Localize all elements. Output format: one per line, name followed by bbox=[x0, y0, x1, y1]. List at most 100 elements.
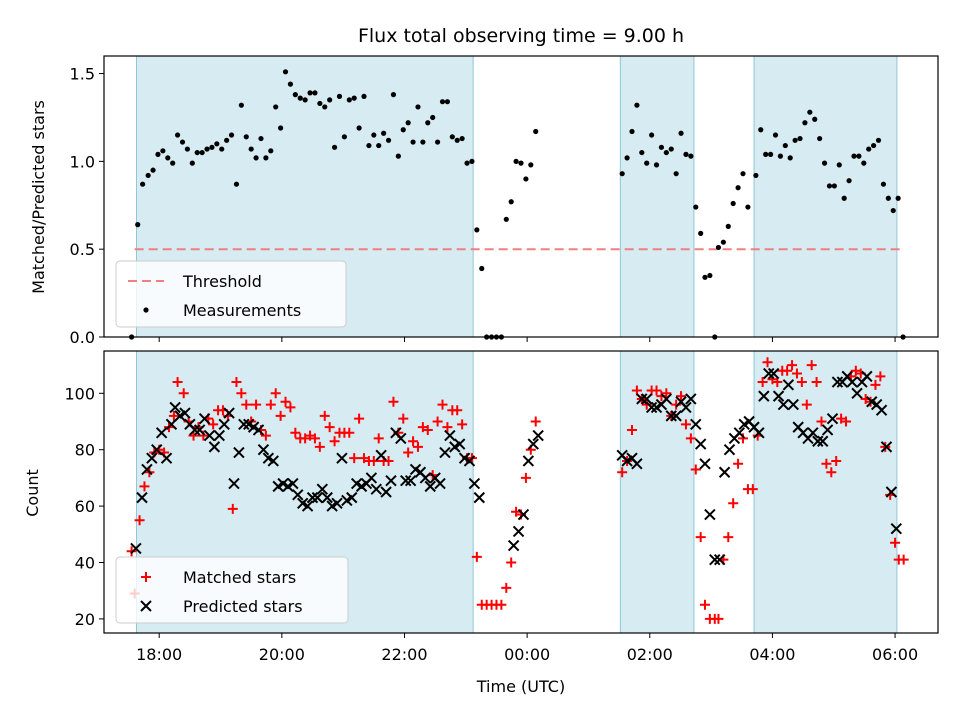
measurement-point bbox=[866, 146, 872, 152]
predicted-point bbox=[851, 387, 863, 400]
measurement-point bbox=[430, 114, 436, 121]
measurement-point bbox=[361, 93, 367, 99]
matched-point bbox=[496, 599, 507, 610]
predicted-point bbox=[733, 427, 746, 439]
measurement-point bbox=[841, 195, 847, 201]
predicted-point bbox=[826, 412, 839, 425]
measurement-point bbox=[155, 151, 161, 157]
predicted-point bbox=[468, 477, 481, 490]
matched-point bbox=[772, 377, 783, 388]
matched-point bbox=[285, 402, 296, 413]
matched-point bbox=[826, 467, 837, 478]
measurement-point bbox=[464, 160, 470, 166]
measurement-point bbox=[735, 185, 741, 191]
matched-point bbox=[452, 405, 463, 416]
measurement-point bbox=[807, 109, 813, 115]
measurement-point bbox=[683, 151, 689, 157]
matched-point bbox=[231, 377, 242, 388]
predicted-point bbox=[641, 393, 653, 405]
predicted-point bbox=[758, 390, 770, 402]
matched-point bbox=[208, 419, 219, 430]
predicted-point bbox=[146, 452, 158, 464]
measurement-point bbox=[238, 102, 244, 108]
x-tick-label: 00:00 bbox=[504, 645, 550, 664]
matched-point bbox=[890, 537, 901, 548]
measurement-point bbox=[836, 162, 842, 168]
predicted-point bbox=[699, 458, 711, 470]
measurement-point bbox=[258, 135, 264, 142]
matched-point bbox=[747, 484, 758, 495]
predicted-point bbox=[532, 429, 544, 442]
measurement-point bbox=[268, 148, 274, 154]
predicted-point bbox=[817, 435, 829, 447]
predicted-point bbox=[203, 429, 216, 442]
measurement-point bbox=[782, 142, 788, 149]
top-axes-frame bbox=[103, 55, 939, 338]
legend-label: Matched stars bbox=[183, 568, 296, 587]
measurement-point bbox=[228, 132, 235, 138]
predicted-point bbox=[880, 441, 893, 453]
predicted-point bbox=[772, 390, 785, 402]
measurement-point bbox=[479, 265, 485, 272]
matched-point bbox=[690, 464, 701, 475]
matched-point bbox=[373, 433, 384, 444]
measurement-point bbox=[698, 230, 704, 236]
predicted-point bbox=[306, 491, 319, 504]
measurement-point bbox=[725, 223, 731, 229]
measurement-point bbox=[194, 149, 200, 156]
predicted-point bbox=[218, 418, 230, 431]
measurement-point bbox=[248, 146, 254, 152]
predicted-point bbox=[151, 443, 163, 456]
measurement-point bbox=[895, 195, 901, 201]
measurement-point bbox=[366, 142, 372, 149]
matched-point bbox=[236, 388, 247, 399]
matched-point bbox=[432, 416, 443, 427]
legend-label: Threshold bbox=[182, 272, 262, 291]
measurement-point bbox=[821, 160, 828, 166]
predicted-point bbox=[875, 404, 888, 416]
measurement-point bbox=[629, 128, 635, 135]
predicted-point bbox=[787, 398, 799, 411]
measurement-point bbox=[199, 149, 205, 156]
measurement-point bbox=[204, 146, 210, 152]
measurement-point bbox=[302, 97, 308, 103]
predicted-point bbox=[233, 446, 245, 459]
measurement-point bbox=[341, 134, 347, 140]
measurement-point bbox=[772, 132, 779, 138]
measurement-point bbox=[653, 162, 660, 168]
measurement-point bbox=[327, 97, 333, 103]
measurement-point bbox=[371, 132, 377, 138]
predicted-point bbox=[812, 435, 824, 447]
measurement-point bbox=[885, 195, 891, 201]
measurement-point bbox=[767, 151, 774, 157]
predicted-point bbox=[252, 424, 265, 436]
measurement-point bbox=[528, 162, 534, 168]
measurement-point bbox=[777, 153, 783, 159]
matched-point bbox=[506, 557, 517, 568]
predicted-point bbox=[680, 401, 692, 414]
measurement-point bbox=[668, 146, 674, 152]
predicted-point bbox=[434, 477, 446, 490]
matched-point bbox=[227, 503, 238, 514]
measurement-point bbox=[678, 130, 684, 136]
measurement-point bbox=[851, 153, 857, 159]
matched-point bbox=[631, 385, 642, 396]
matched-point bbox=[898, 554, 909, 565]
y-tick-label: 60 bbox=[75, 497, 95, 516]
matched-point bbox=[354, 413, 365, 424]
predicted-point bbox=[238, 418, 250, 431]
predicted-point bbox=[846, 376, 858, 388]
measurement-point bbox=[787, 155, 793, 161]
measurement-point bbox=[673, 171, 679, 177]
y-tick-label: 0.5 bbox=[70, 240, 95, 259]
measurement-point bbox=[189, 160, 195, 166]
measurement-point bbox=[410, 139, 416, 145]
legend-label: Predicted stars bbox=[183, 597, 303, 616]
measurement-point bbox=[331, 144, 338, 150]
predicted-point bbox=[861, 370, 873, 383]
top-y-axis-label: Matched/Predicted stars bbox=[29, 100, 48, 294]
predicted-point bbox=[267, 455, 279, 467]
matched-point bbox=[695, 532, 706, 543]
predicted-point bbox=[763, 367, 775, 380]
measurement-point bbox=[219, 146, 225, 152]
